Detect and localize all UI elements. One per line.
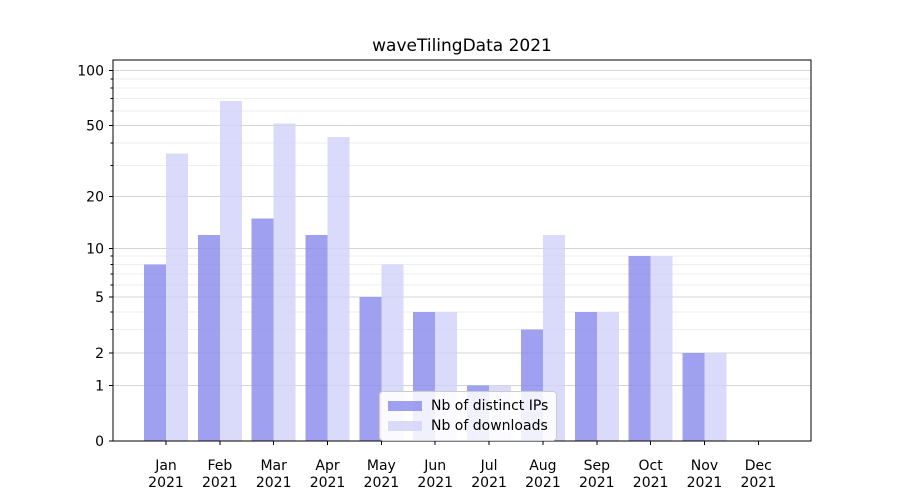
- legend-item-downloads: Nb of downloads: [388, 416, 548, 435]
- bar-distinct-ips: [628, 256, 651, 441]
- y-tick-label: 0: [95, 434, 104, 450]
- x-tick-label-month: May: [367, 458, 396, 474]
- bar-distinct-ips: [682, 352, 705, 441]
- x-tick-label-year: 2021: [364, 475, 400, 491]
- bar-downloads: [166, 153, 188, 441]
- legend: Nb of distinct IPs Nb of downloads: [379, 391, 557, 441]
- x-tick-label-year: 2021: [687, 475, 723, 491]
- y-tick-label: 100: [77, 63, 104, 79]
- bar-distinct-ips: [574, 311, 597, 441]
- bar-downloads: [327, 137, 350, 441]
- bar-distinct-ips: [359, 297, 382, 441]
- x-tick-label-year: 2021: [310, 475, 346, 491]
- legend-label-downloads: Nb of downloads: [431, 417, 548, 434]
- axis-frame: [112, 59, 812, 442]
- bar-distinct-ips: [144, 264, 166, 441]
- bar-downloads: [650, 256, 673, 441]
- x-tick-label-month: Apr: [315, 458, 339, 474]
- x-tick-label-year: 2021: [148, 475, 184, 491]
- bar-distinct-ips: [197, 235, 220, 441]
- x-tick-label-year: 2021: [202, 475, 238, 491]
- y-tick-label: 10: [86, 241, 104, 257]
- x-tick-label-month: Dec: [745, 458, 772, 474]
- x-tick-label-year: 2021: [525, 475, 561, 491]
- legend-item-distinct-ips: Nb of distinct IPs: [388, 396, 548, 415]
- bar-downloads: [219, 101, 242, 441]
- y-tick-label: 1: [95, 378, 104, 394]
- y-tick-label: 2: [95, 346, 104, 362]
- legend-swatch-distinct-ips: [388, 400, 422, 411]
- x-tick-label-year: 2021: [471, 475, 507, 491]
- x-tick-label-year: 2021: [740, 475, 776, 491]
- x-tick-label-month: Jul: [480, 458, 498, 474]
- bar-downloads: [542, 235, 565, 441]
- bar-distinct-ips: [251, 218, 274, 441]
- legend-swatch-downloads: [388, 420, 422, 431]
- x-tick-label-month: Feb: [207, 458, 232, 474]
- x-tick-label-month: Sep: [584, 458, 611, 474]
- x-tick-label-year: 2021: [579, 475, 615, 491]
- y-tick-label: 5: [95, 290, 104, 306]
- chart-title: waveTilingData 2021: [372, 36, 552, 56]
- x-tick-label-year: 2021: [256, 475, 292, 491]
- bar-downloads: [704, 352, 727, 441]
- x-tick-label-month: Jan: [154, 458, 177, 474]
- x-tick-label-month: Mar: [260, 458, 287, 474]
- bar-distinct-ips: [305, 235, 328, 441]
- y-tick-label: 50: [86, 118, 104, 134]
- x-tick-label-month: Oct: [638, 458, 663, 474]
- bar-downloads: [596, 311, 619, 441]
- x-tick-label-month: Nov: [691, 458, 718, 474]
- x-tick-label-month: Jun: [423, 458, 446, 474]
- x-tick-label-year: 2021: [417, 475, 453, 491]
- bar-downloads: [273, 123, 296, 441]
- x-tick-label-year: 2021: [633, 475, 669, 491]
- x-tick-label-month: Aug: [529, 458, 556, 474]
- y-tick-label: 20: [86, 190, 104, 206]
- legend-label-distinct-ips: Nb of distinct IPs: [431, 397, 549, 414]
